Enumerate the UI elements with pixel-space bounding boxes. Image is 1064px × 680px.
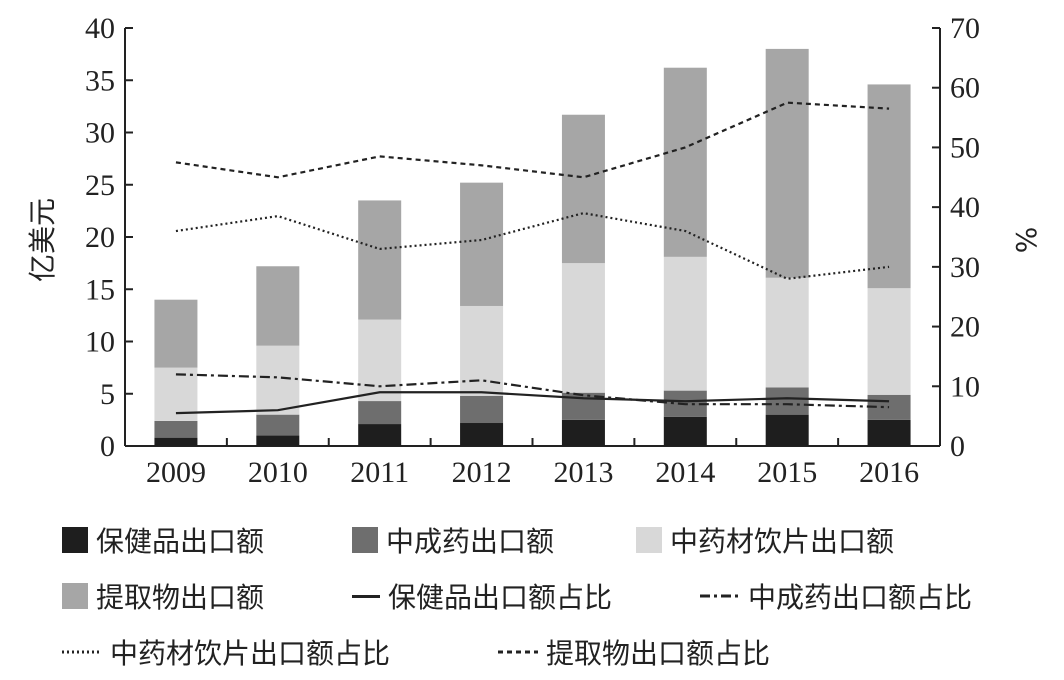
line-提取物出口额占比 xyxy=(175,101,890,179)
y-tick-label-left: 15 xyxy=(85,273,115,306)
bar-提取物出口额 xyxy=(154,299,198,368)
x-tick-label: 2016 xyxy=(859,456,919,489)
y-tick-label-right: 70 xyxy=(950,12,980,45)
y-tick-label-right: 40 xyxy=(950,191,980,224)
bar-保健品出口额 xyxy=(460,423,504,446)
y-axis-label-left: 亿美元 xyxy=(26,198,59,282)
x-tick-label: 2014 xyxy=(655,456,715,489)
y-tick-label-left: 25 xyxy=(85,169,115,202)
bar-提取物出口额 xyxy=(561,114,605,264)
y-tick-label-left: 30 xyxy=(85,117,115,150)
bar-保健品出口额 xyxy=(256,435,300,446)
y-tick-label-left: 20 xyxy=(85,221,115,254)
y-axis-label-right: % xyxy=(1010,227,1043,254)
chart-bars xyxy=(154,48,911,446)
bar-中成药出口额 xyxy=(154,420,198,438)
bar-保健品出口额 xyxy=(561,419,605,446)
bar-保健品出口额 xyxy=(867,419,911,446)
bar-提取物出口额 xyxy=(867,84,911,289)
y-tick-label-right: 60 xyxy=(950,72,980,105)
bar-中药材饮片出口额 xyxy=(663,256,707,391)
line-中药材饮片出口额占比 xyxy=(175,211,890,280)
bar-中成药出口额 xyxy=(358,401,402,425)
chart-tick-labels: 0 5 10 15 20 25 30 35 40 0 10 20 30 40 50 60 70 2009 2010 2… xyxy=(85,12,980,489)
x-tick-label: 2011 xyxy=(350,456,409,489)
y-tick-label-right: 30 xyxy=(950,251,980,284)
x-tick-label: 2015 xyxy=(757,456,817,489)
bar-保健品出口额 xyxy=(765,414,809,446)
bar-提取物出口额 xyxy=(765,48,809,278)
x-tick-label: 2009 xyxy=(146,456,206,489)
y-tick-label-left: 10 xyxy=(85,326,115,359)
bar-中药材饮片出口额 xyxy=(867,288,911,395)
bar-中成药出口额 xyxy=(765,387,809,415)
bar-保健品出口额 xyxy=(358,424,402,446)
bar-中药材饮片出口额 xyxy=(358,319,402,402)
bar-中成药出口额 xyxy=(460,395,504,424)
y-tick-label-left: 0 xyxy=(100,430,115,463)
y-tick-label-right: 50 xyxy=(950,131,980,164)
bar-中成药出口额 xyxy=(256,414,300,436)
line-中成药出口额占比 xyxy=(175,373,890,409)
x-tick-label: 2010 xyxy=(248,456,308,489)
chart-axes xyxy=(124,27,941,447)
bar-中药材饮片出口额 xyxy=(765,277,809,388)
bar-提取物出口额 xyxy=(663,67,707,257)
bar-中药材饮片出口额 xyxy=(256,345,300,415)
y-tick-label-right: 0 xyxy=(950,430,965,463)
x-tick-label: 2013 xyxy=(553,456,613,489)
bar-保健品出口额 xyxy=(663,416,707,446)
y-tick-label-left: 35 xyxy=(85,64,115,97)
y-tick-label-left: 40 xyxy=(85,12,115,45)
bar-提取物出口额 xyxy=(358,200,402,320)
bar-中药材饮片出口额 xyxy=(561,263,605,393)
bar-中药材饮片出口额 xyxy=(460,305,504,396)
x-tick-label: 2012 xyxy=(452,456,512,489)
y-tick-label-right: 10 xyxy=(950,370,980,403)
bar-提取物出口额 xyxy=(460,182,504,306)
bar-提取物出口额 xyxy=(256,266,300,346)
chart-lines xyxy=(175,101,890,415)
y-tick-label-left: 5 xyxy=(100,378,115,411)
bar-保健品出口额 xyxy=(154,437,198,446)
line-保健品出口额占比 xyxy=(175,391,890,415)
y-tick-label-right: 20 xyxy=(950,311,980,344)
